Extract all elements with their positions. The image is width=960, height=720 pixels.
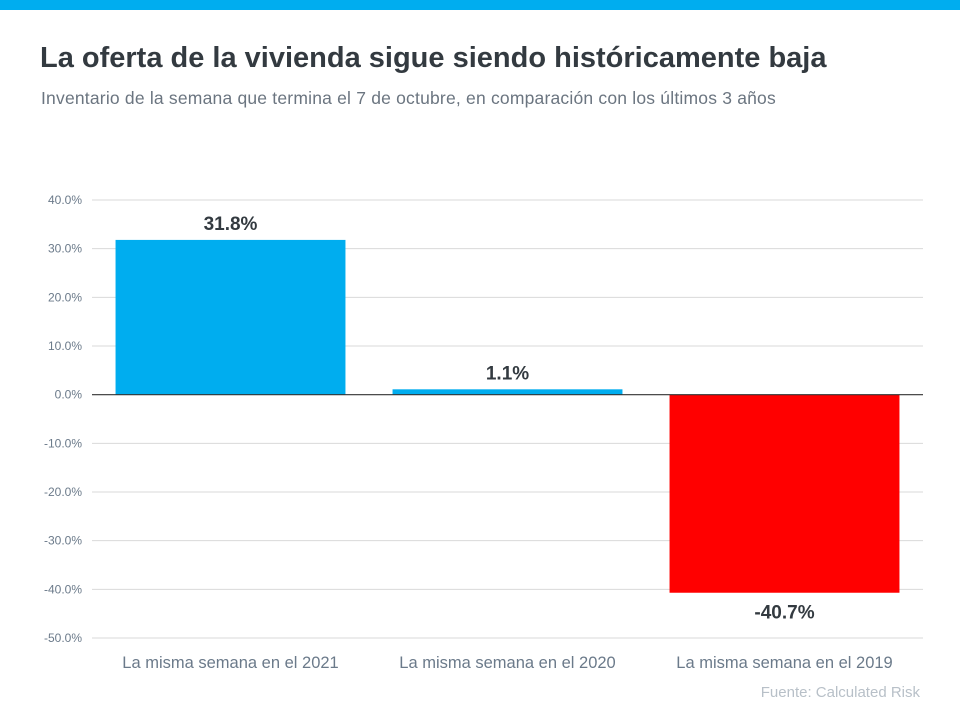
y-tick-label: -20.0% (44, 485, 82, 499)
source-note: Fuente: Calculated Risk (760, 684, 920, 701)
category-label: La misma semana en el 2019 (676, 654, 892, 672)
category-label: La misma semana en el 2020 (399, 654, 615, 672)
category-label: La misma semana en el 2021 (122, 654, 338, 672)
top-accent-bar (0, 0, 960, 10)
data-label: 31.8% (204, 214, 258, 235)
y-tick-label: 0.0% (55, 388, 83, 402)
data-label: -40.7% (754, 603, 814, 624)
y-tick-label: -30.0% (44, 534, 82, 548)
y-tick-label: -10.0% (44, 436, 82, 450)
y-tick-label: -40.0% (44, 582, 82, 596)
bar (115, 239, 346, 395)
chart-subtitle: Inventario de la semana que termina el 7… (41, 88, 776, 108)
bar (392, 389, 623, 395)
bar (669, 394, 900, 593)
y-tick-label: 10.0% (48, 339, 82, 353)
y-tick-label: 40.0% (48, 193, 82, 207)
y-tick-label: 30.0% (48, 242, 82, 256)
data-label: 1.1% (486, 363, 529, 384)
y-tick-label: 20.0% (48, 290, 82, 304)
chart-title: La oferta de la vivienda sigue siendo hi… (40, 42, 827, 74)
y-tick-label: -50.0% (44, 631, 82, 645)
